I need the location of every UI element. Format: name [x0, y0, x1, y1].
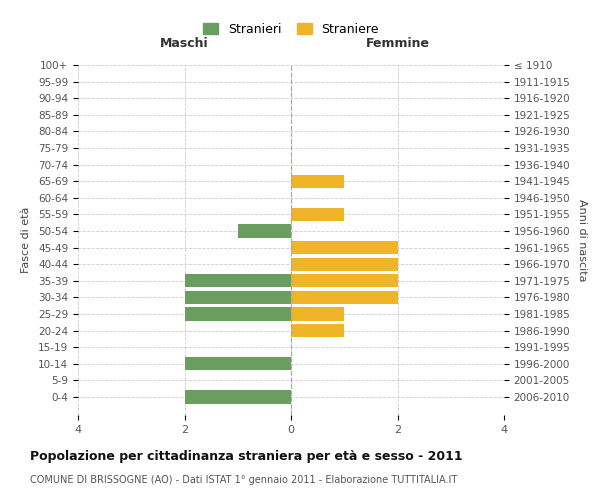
- Text: COMUNE DI BRISSOGNE (AO) - Dati ISTAT 1° gennaio 2011 - Elaborazione TUTTITALIA.: COMUNE DI BRISSOGNE (AO) - Dati ISTAT 1°…: [30, 475, 457, 485]
- Bar: [291, 324, 344, 337]
- Legend: Stranieri, Straniere: Stranieri, Straniere: [199, 19, 383, 40]
- Bar: [291, 308, 344, 320]
- Bar: [185, 390, 291, 404]
- Bar: [185, 274, 291, 287]
- Bar: [291, 174, 344, 188]
- Text: Maschi: Maschi: [160, 37, 209, 50]
- Bar: [291, 241, 398, 254]
- Bar: [185, 290, 291, 304]
- Y-axis label: Fasce di età: Fasce di età: [21, 207, 31, 273]
- Bar: [291, 290, 398, 304]
- Bar: [185, 308, 291, 320]
- Text: Femmine: Femmine: [365, 37, 430, 50]
- Y-axis label: Anni di nascita: Anni di nascita: [577, 198, 587, 281]
- Bar: [291, 208, 344, 221]
- Text: Popolazione per cittadinanza straniera per età e sesso - 2011: Popolazione per cittadinanza straniera p…: [30, 450, 463, 463]
- Bar: [185, 357, 291, 370]
- Bar: [238, 224, 291, 237]
- Bar: [291, 258, 398, 271]
- Bar: [291, 274, 398, 287]
